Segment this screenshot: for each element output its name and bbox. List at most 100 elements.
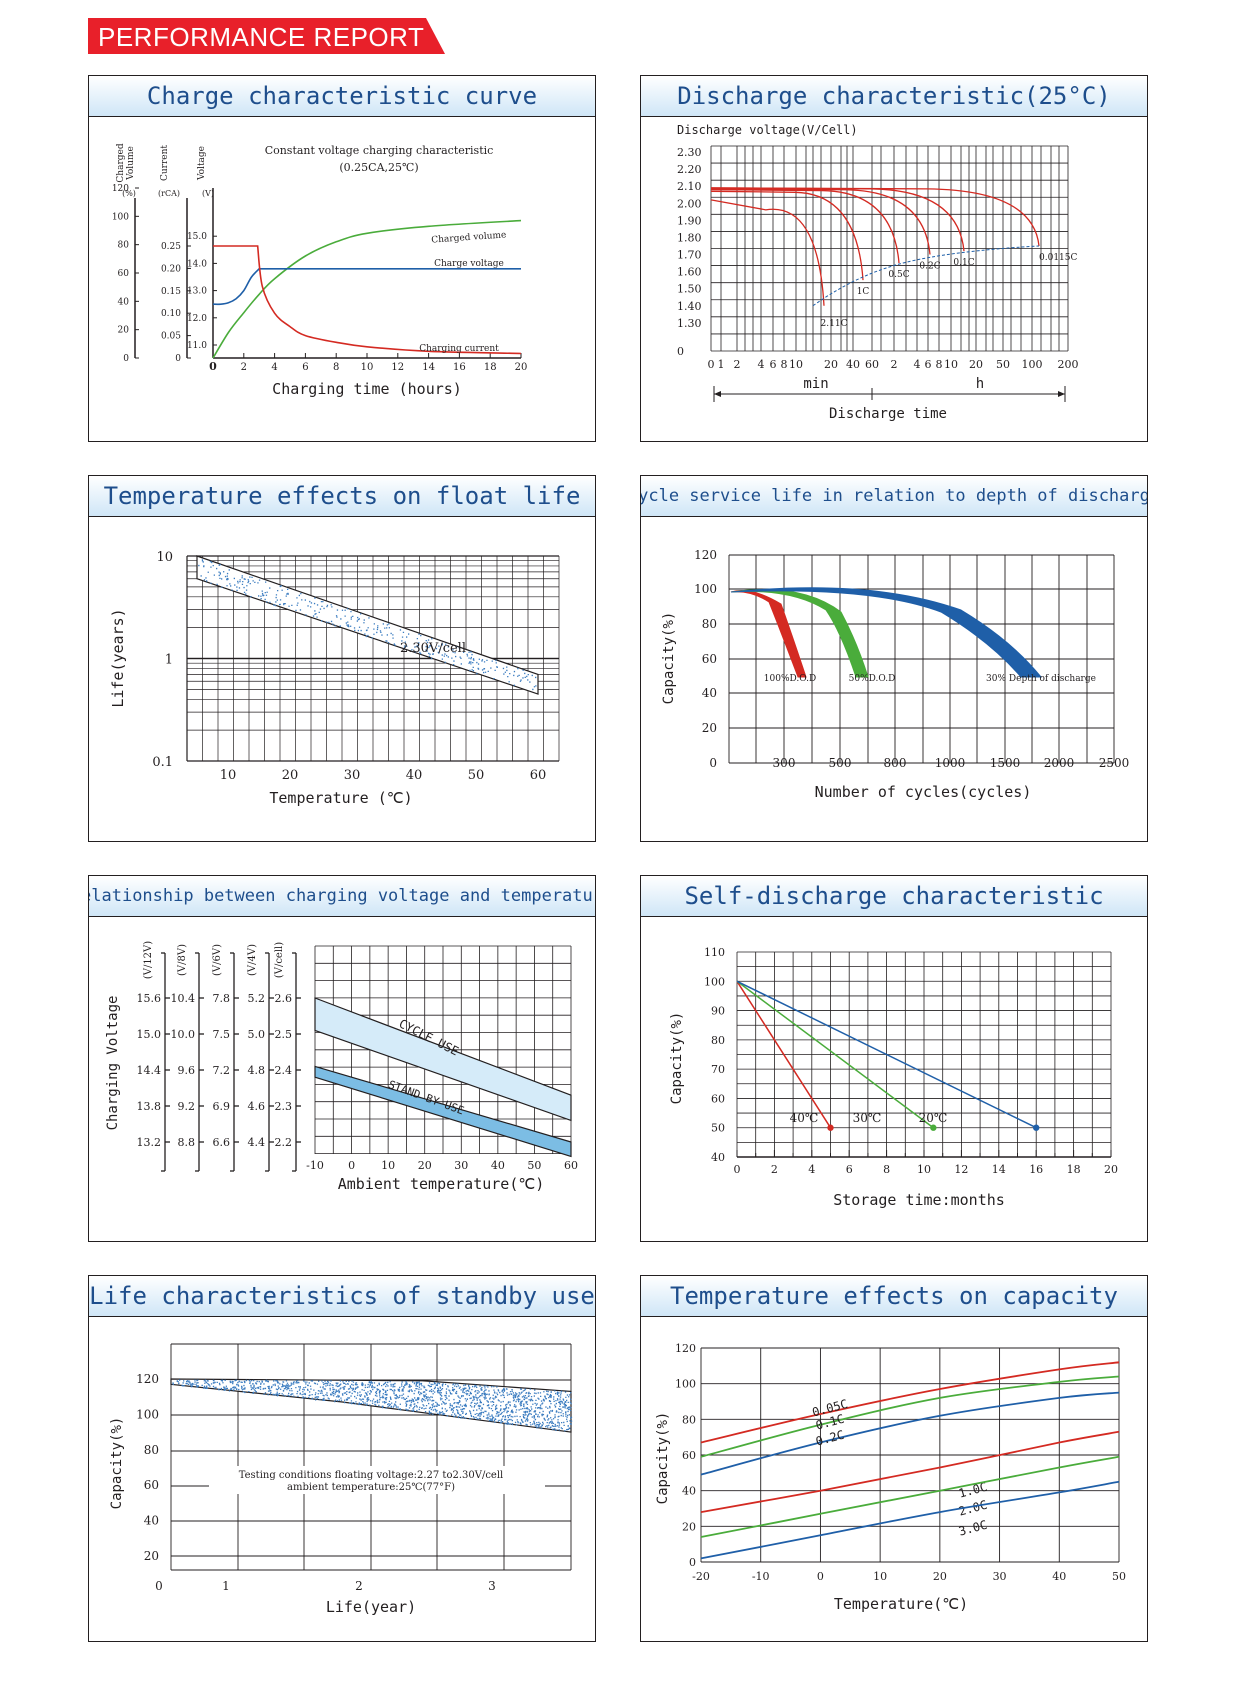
axis-tick-label: 7.8 [213, 992, 231, 1005]
y-tick-label: 1.30 [677, 317, 702, 330]
series-label: 0.2C [919, 262, 940, 272]
series-endpoint [1033, 1124, 1040, 1131]
x-tick-label: 0 [155, 1579, 163, 1593]
series-charged-volume [212, 219, 522, 359]
tick-label-current: 0.15 [161, 287, 181, 297]
x-tick-label: 2500 [1099, 756, 1130, 770]
y-tick-label: 20 [144, 1549, 159, 1563]
band-cycle-use [314, 997, 572, 1122]
x-tick-label: -10 [306, 1159, 324, 1172]
y-tick-label: 1.50 [677, 283, 702, 296]
x-tick-label: 50 [996, 358, 1010, 371]
self-discharge-chart: 0 2 4 6 8 10 12 14 16 18 20 40 50 60 70 80 90 100 110 Stora… [669, 946, 1118, 1209]
life-band [196, 555, 539, 695]
series-1 [710, 190, 864, 281]
series-2.0C [700, 1455, 1120, 1538]
x-tick-label: 2 [241, 362, 247, 373]
panel-title: Self-discharge characteristic [641, 876, 1147, 917]
x-tick-label: 30 [454, 1159, 468, 1172]
axis-unit-percent: (%) [122, 189, 136, 198]
x-unit-h: h [976, 376, 984, 392]
x-axis-title: Number of cycles(cycles) [815, 783, 1032, 801]
tick-label-voltage: 11.0 [187, 341, 207, 351]
x-axis-title: Discharge time [829, 406, 947, 422]
x-tick-label: 16 [1029, 1163, 1043, 1176]
axis-tick-label: 7.2 [213, 1064, 231, 1077]
y-tick-label: 60 [702, 652, 717, 666]
axis-tick-label: 13.2 [137, 1136, 162, 1149]
chart-title: Constant voltage charging characteristic [265, 144, 494, 157]
x-axis-title: Temperature (℃) [269, 789, 412, 807]
label-50-dod: 50%D.O.D [849, 674, 896, 684]
x-tick-label: 18 [484, 362, 497, 373]
panel-title: Temperature effects on float life [89, 476, 595, 517]
x-tick-label: 40 [491, 1159, 505, 1172]
panel-self-discharge: Self-discharge characteristic 0 2 4 6 8 10 12 1… [640, 875, 1148, 1242]
y-tick-label: 1.90 [677, 214, 702, 227]
x-tick-label: 0 [734, 1163, 741, 1176]
tick-label-percent: 40 [118, 297, 130, 307]
x-tick-label: 30 [993, 1570, 1007, 1583]
x-axis-title: Ambient temperature(℃) [338, 1175, 545, 1193]
x-tick-label: 10 [220, 768, 237, 783]
y-tick-origin: 0 [709, 756, 717, 770]
x-tick-label: 20 [282, 768, 299, 783]
axis-tick-label: 6.9 [213, 1100, 231, 1113]
y-tick-label: 40 [682, 1485, 696, 1498]
axis-tick-label: 4.4 [248, 1136, 266, 1149]
y-tick-label: 60 [711, 1092, 725, 1105]
axis-tick-label: 7.5 [213, 1028, 231, 1041]
y-tick-label: 80 [144, 1443, 159, 1457]
x-tick-label: 1500 [990, 756, 1021, 770]
panel-title: Temperature effects on capacity [641, 1276, 1147, 1317]
series-label: 0.0115C [1039, 253, 1077, 263]
x-tick-label: 1 [718, 358, 725, 371]
y-tick-label: 40 [144, 1514, 159, 1528]
panel-cycle-life: Cycle service life in relation to depth … [640, 475, 1148, 842]
series-2 [710, 188, 900, 264]
axis-title-current: Current [160, 145, 170, 181]
x-tick-label: 6 [302, 362, 308, 373]
x-tick-label: 2 [771, 1163, 778, 1176]
x-tick-label: 4 [271, 362, 277, 373]
axis-unit-volt: (V) [202, 189, 214, 198]
note-line-2: ambient temperature:25℃(77°F) [287, 1482, 455, 1493]
axis-title-volume: Volume [126, 146, 136, 181]
tick-label-percent: 20 [118, 326, 130, 336]
x-tick-label: 3 [488, 1579, 496, 1593]
panel-standby-life: Life characteristics of standby use 20 40… [88, 1275, 596, 1642]
series-endpoint [930, 1124, 937, 1131]
charge-voltage-chart: -10 0 10 20 30 40 50 60 Ambient temperature(℃) Ch… [105, 941, 578, 1193]
series-3 [710, 188, 931, 255]
y-tick-label: 60 [682, 1449, 696, 1462]
series-label: 1C [857, 287, 870, 297]
axis-tick-label: 4.6 [248, 1100, 266, 1113]
y-tick-label: 1 [165, 653, 173, 668]
series-label: 3.0C [957, 1518, 989, 1539]
y-tick-label: 1.80 [677, 231, 702, 244]
y-tick-label: 60 [144, 1478, 159, 1492]
axis-unit-ca: (rCA) [158, 189, 180, 198]
legend-charging-current: Charging current [419, 344, 499, 354]
chart-subtitle: (0.25CA,25℃) [339, 161, 418, 174]
report-banner: PERFORMANCE REPORT [88, 18, 445, 54]
tick-label-current: 0.20 [161, 264, 181, 274]
x-tick-label: 16 [453, 362, 466, 373]
y-axis-title: Discharge voltage(V/Cell) [677, 123, 858, 137]
y-tick-label: 1.60 [677, 266, 702, 279]
x-tick-label: 500 [829, 756, 852, 770]
x-axis-title: Storage time:months [833, 1191, 1005, 1209]
axis-unit: (V/8V) [177, 944, 188, 976]
x-tick-label: 40 [1052, 1570, 1066, 1583]
series-0 [736, 980, 832, 1129]
panel-title: Discharge characteristic(25°C) [641, 76, 1147, 117]
x-tick-label: 10 [917, 1163, 931, 1176]
y-tick-label: 1.70 [677, 249, 702, 262]
axis-tick-label: 2.2 [275, 1136, 293, 1149]
x-tick-label: 20 [933, 1570, 947, 1583]
x-tick-label: -20 [692, 1570, 710, 1583]
series-1 [736, 980, 934, 1129]
band-annotation: 2.30V/cell [400, 641, 466, 656]
axis-unit: (V/6V) [212, 944, 223, 976]
tick-label-percent: 0 [123, 354, 129, 364]
